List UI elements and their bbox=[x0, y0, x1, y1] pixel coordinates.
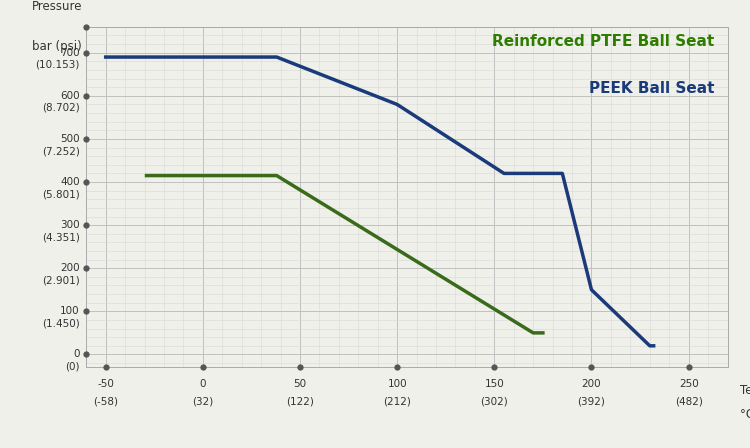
Text: (0): (0) bbox=[65, 362, 80, 371]
Text: (10.153): (10.153) bbox=[35, 60, 80, 70]
Text: Temperature: Temperature bbox=[740, 384, 750, 397]
Text: 700: 700 bbox=[60, 48, 80, 58]
Text: (302): (302) bbox=[481, 396, 508, 406]
Text: 200: 200 bbox=[60, 263, 80, 273]
Text: (5.801): (5.801) bbox=[42, 189, 80, 199]
Text: (482): (482) bbox=[675, 396, 703, 406]
Text: 50: 50 bbox=[293, 379, 307, 389]
Text: 500: 500 bbox=[60, 134, 80, 144]
Text: 200: 200 bbox=[582, 379, 602, 389]
Text: bar (psi): bar (psi) bbox=[32, 40, 82, 53]
Text: (392): (392) bbox=[578, 396, 605, 406]
Text: (-58): (-58) bbox=[93, 396, 118, 406]
Text: 300: 300 bbox=[60, 220, 80, 230]
Text: (32): (32) bbox=[192, 396, 214, 406]
Text: -50: -50 bbox=[98, 379, 114, 389]
Text: °C (°F): °C (°F) bbox=[740, 408, 750, 421]
Text: (122): (122) bbox=[286, 396, 314, 406]
Text: (8.702): (8.702) bbox=[42, 103, 80, 113]
Text: Pressure: Pressure bbox=[32, 0, 83, 13]
Text: 0: 0 bbox=[200, 379, 206, 389]
Text: (212): (212) bbox=[383, 396, 411, 406]
Text: 400: 400 bbox=[60, 177, 80, 187]
Text: (7.252): (7.252) bbox=[42, 146, 80, 156]
Text: (2.901): (2.901) bbox=[42, 276, 80, 285]
Text: PEEK Ball Seat: PEEK Ball Seat bbox=[590, 82, 715, 96]
Text: 600: 600 bbox=[60, 91, 80, 101]
Text: Reinforced PTFE Ball Seat: Reinforced PTFE Ball Seat bbox=[493, 34, 715, 49]
Text: 100: 100 bbox=[387, 379, 407, 389]
Text: 250: 250 bbox=[679, 379, 698, 389]
Text: 150: 150 bbox=[484, 379, 504, 389]
Text: (4.351): (4.351) bbox=[42, 232, 80, 242]
Text: (1.450): (1.450) bbox=[42, 319, 80, 328]
Text: 100: 100 bbox=[60, 306, 80, 316]
Text: 0: 0 bbox=[74, 349, 80, 359]
